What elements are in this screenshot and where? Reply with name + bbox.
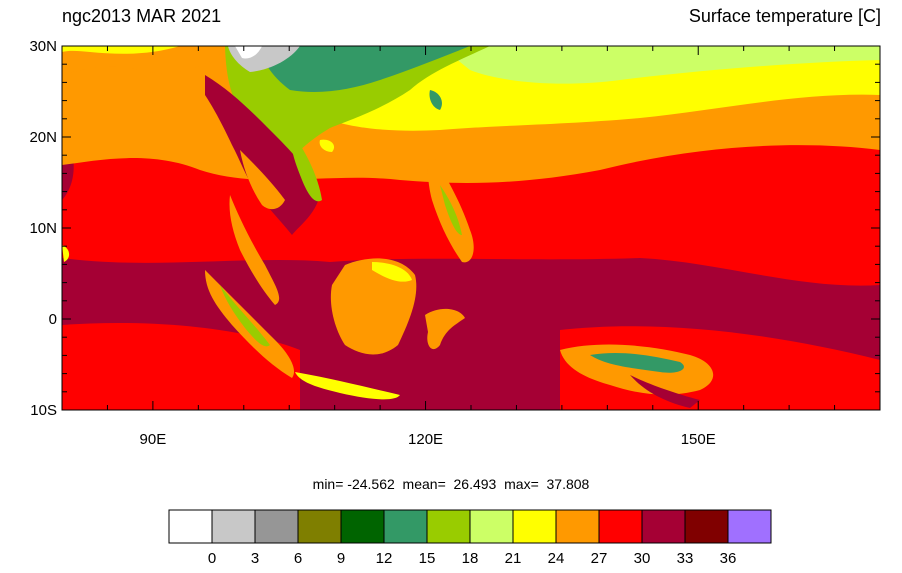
colorbar-label: 15 bbox=[419, 550, 436, 567]
lat-label: 0 bbox=[49, 311, 57, 328]
land-taiwan bbox=[429, 90, 442, 110]
colorbar-label: 36 bbox=[720, 550, 737, 567]
lon-label: 120E bbox=[408, 431, 443, 448]
land-sumatra-highland bbox=[220, 285, 270, 347]
land-plateau-peak bbox=[235, 46, 262, 59]
colorbar-label: 12 bbox=[376, 550, 393, 567]
colorbar-swatch bbox=[684, 509, 729, 544]
colorbar-swatch bbox=[727, 509, 772, 544]
land-hainan bbox=[319, 139, 335, 152]
land-philippines-highland bbox=[440, 185, 462, 235]
land-java bbox=[295, 372, 400, 400]
lon-label: 90E bbox=[140, 431, 167, 448]
band-21 bbox=[440, 46, 880, 84]
colorbar-swatch bbox=[168, 509, 213, 544]
lat-label: 20N bbox=[29, 129, 57, 146]
colorbar-label: 21 bbox=[505, 550, 522, 567]
colorbar-swatch bbox=[555, 509, 600, 544]
land-highland bbox=[260, 46, 470, 92]
colorbar-swatch bbox=[426, 509, 471, 544]
map-field bbox=[62, 46, 880, 410]
map-right-title: Surface temperature [C] bbox=[688, 6, 881, 26]
colorbar-label: 27 bbox=[591, 550, 608, 567]
colorbar-swatch bbox=[211, 509, 256, 544]
colorbar-swatch bbox=[469, 509, 514, 544]
colorbar-labels: 0 3 6 9 12 15 18 21 24 27 30 33 36 bbox=[208, 550, 737, 567]
colorbar-label: 18 bbox=[462, 550, 479, 567]
land-new-guinea-highland bbox=[590, 352, 684, 373]
colorbar-label: 30 bbox=[634, 550, 651, 567]
land-vietnam-highland bbox=[290, 130, 322, 202]
lat-label: 10N bbox=[29, 220, 57, 237]
colorbar-label: 6 bbox=[294, 550, 302, 567]
land-borneo-north bbox=[372, 262, 412, 282]
map-left-title: ngc2013 MAR 2021 bbox=[62, 6, 222, 26]
land-sri-lanka bbox=[62, 245, 70, 262]
land-borneo bbox=[330, 258, 417, 355]
colorbar-label: 24 bbox=[548, 550, 565, 567]
colorbar-label: 9 bbox=[337, 550, 345, 567]
land-indochina bbox=[205, 75, 320, 235]
land-malay-peninsula bbox=[229, 195, 280, 305]
band-24-west bbox=[62, 46, 180, 54]
land-new-guinea-south bbox=[630, 375, 700, 408]
latitude-labels: 30N 20N 10N 0 10S bbox=[29, 38, 57, 419]
longitude-labels: 90E 120E 150E bbox=[140, 431, 716, 448]
colorbar-swatch bbox=[254, 509, 299, 544]
field-statistics: min= -24.562 mean= 26.493 max= 37.808 bbox=[312, 476, 590, 492]
colorbar-swatch bbox=[297, 509, 342, 544]
colorbar-label: 3 bbox=[251, 550, 259, 567]
ocean-south-west bbox=[62, 322, 300, 410]
lat-label: 10S bbox=[30, 402, 57, 419]
colorbar-swatch bbox=[512, 509, 557, 544]
lat-label: 30N bbox=[29, 38, 57, 55]
colorbar bbox=[168, 509, 772, 544]
colorbar-swatch bbox=[598, 509, 643, 544]
map-ticks bbox=[61, 45, 881, 411]
colorbar-label: 0 bbox=[208, 550, 216, 567]
lon-label: 150E bbox=[681, 431, 716, 448]
land-indochina-central bbox=[240, 150, 285, 210]
band-27-west bbox=[62, 46, 230, 75]
colorbar-swatch bbox=[383, 509, 428, 544]
colorbar-swatch bbox=[340, 509, 385, 544]
colorbar-label: 33 bbox=[677, 550, 694, 567]
colorbar-swatch bbox=[641, 509, 686, 544]
land-sulawesi bbox=[425, 308, 465, 350]
